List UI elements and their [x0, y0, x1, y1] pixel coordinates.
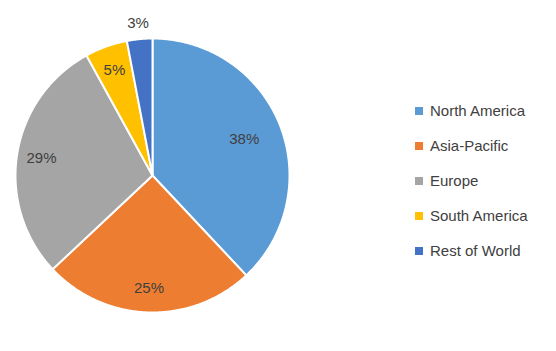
svg-text:5%: 5% [104, 61, 126, 78]
html-text:North America: North America [430, 102, 525, 119]
svg-text:25%: 25% [134, 279, 164, 296]
html-text:Rest of World: Rest of World [430, 242, 521, 259]
svg-text:38%: 38% [229, 130, 259, 147]
html-text:Asia-Pacific: Asia-Pacific [430, 137, 509, 154]
html-text:South America: South America [430, 207, 528, 224]
svg-text:3%: 3% [127, 14, 149, 31]
svg-text:29%: 29% [27, 149, 57, 166]
html-text:Europe: Europe [430, 172, 479, 189]
